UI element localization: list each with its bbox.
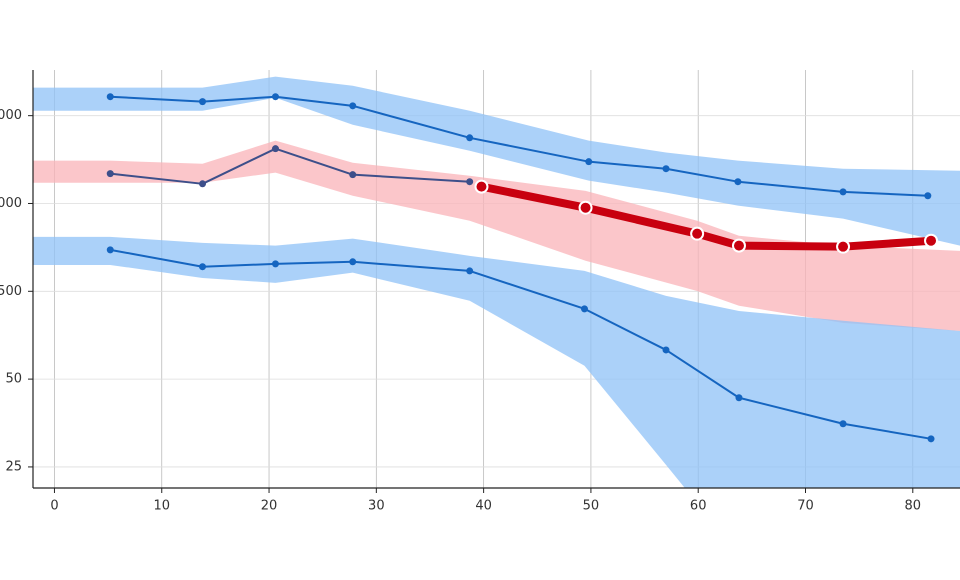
bands	[33, 76, 960, 488]
y-tick-label: 50	[5, 372, 22, 387]
x-tick-label: 40	[475, 499, 492, 514]
point	[106, 93, 114, 101]
x-tick-label: 10	[153, 499, 170, 514]
point	[839, 420, 847, 428]
point	[690, 226, 705, 241]
y-tick-label: 500	[0, 284, 22, 299]
y-tick-label: 25	[5, 459, 22, 474]
point	[734, 178, 742, 186]
point	[466, 134, 474, 142]
point	[662, 165, 670, 173]
series-line	[477, 182, 936, 251]
point	[199, 98, 207, 106]
point	[927, 435, 935, 443]
y-tick-label: 000	[0, 108, 22, 123]
confidence-band	[33, 236, 960, 488]
point	[924, 192, 932, 200]
point	[271, 145, 279, 153]
point	[199, 263, 207, 271]
point	[271, 260, 279, 268]
point	[349, 102, 357, 110]
x-tick-label: 20	[261, 499, 278, 514]
series-line	[109, 248, 933, 440]
y-tick-label: 000	[0, 196, 22, 211]
lines	[106, 93, 939, 443]
point	[106, 170, 114, 178]
x-tick-label: 50	[583, 499, 600, 514]
point	[474, 179, 489, 194]
point	[731, 238, 746, 253]
point	[199, 180, 207, 188]
point	[349, 171, 357, 179]
x-tick-label: 70	[797, 499, 814, 514]
point	[580, 305, 588, 313]
point	[466, 267, 474, 275]
point	[466, 178, 474, 186]
confidence-band	[33, 140, 960, 331]
axes: 0 10 20 30 40 50 60 70 80 25 50 500 000 000	[0, 70, 960, 514]
series-line	[109, 95, 929, 197]
point	[578, 200, 593, 215]
x-tick-label: 0	[50, 499, 58, 514]
point	[735, 394, 743, 402]
x-tick-label: 30	[368, 499, 385, 514]
point	[271, 93, 279, 101]
x-tick-label: 80	[905, 499, 922, 514]
point	[349, 258, 357, 266]
point	[662, 346, 670, 354]
point	[836, 239, 851, 254]
point	[839, 188, 847, 196]
point	[924, 233, 939, 248]
point	[106, 246, 114, 254]
confidence-band	[33, 76, 960, 246]
x-tick-label: 60	[690, 499, 707, 514]
point	[585, 158, 593, 166]
